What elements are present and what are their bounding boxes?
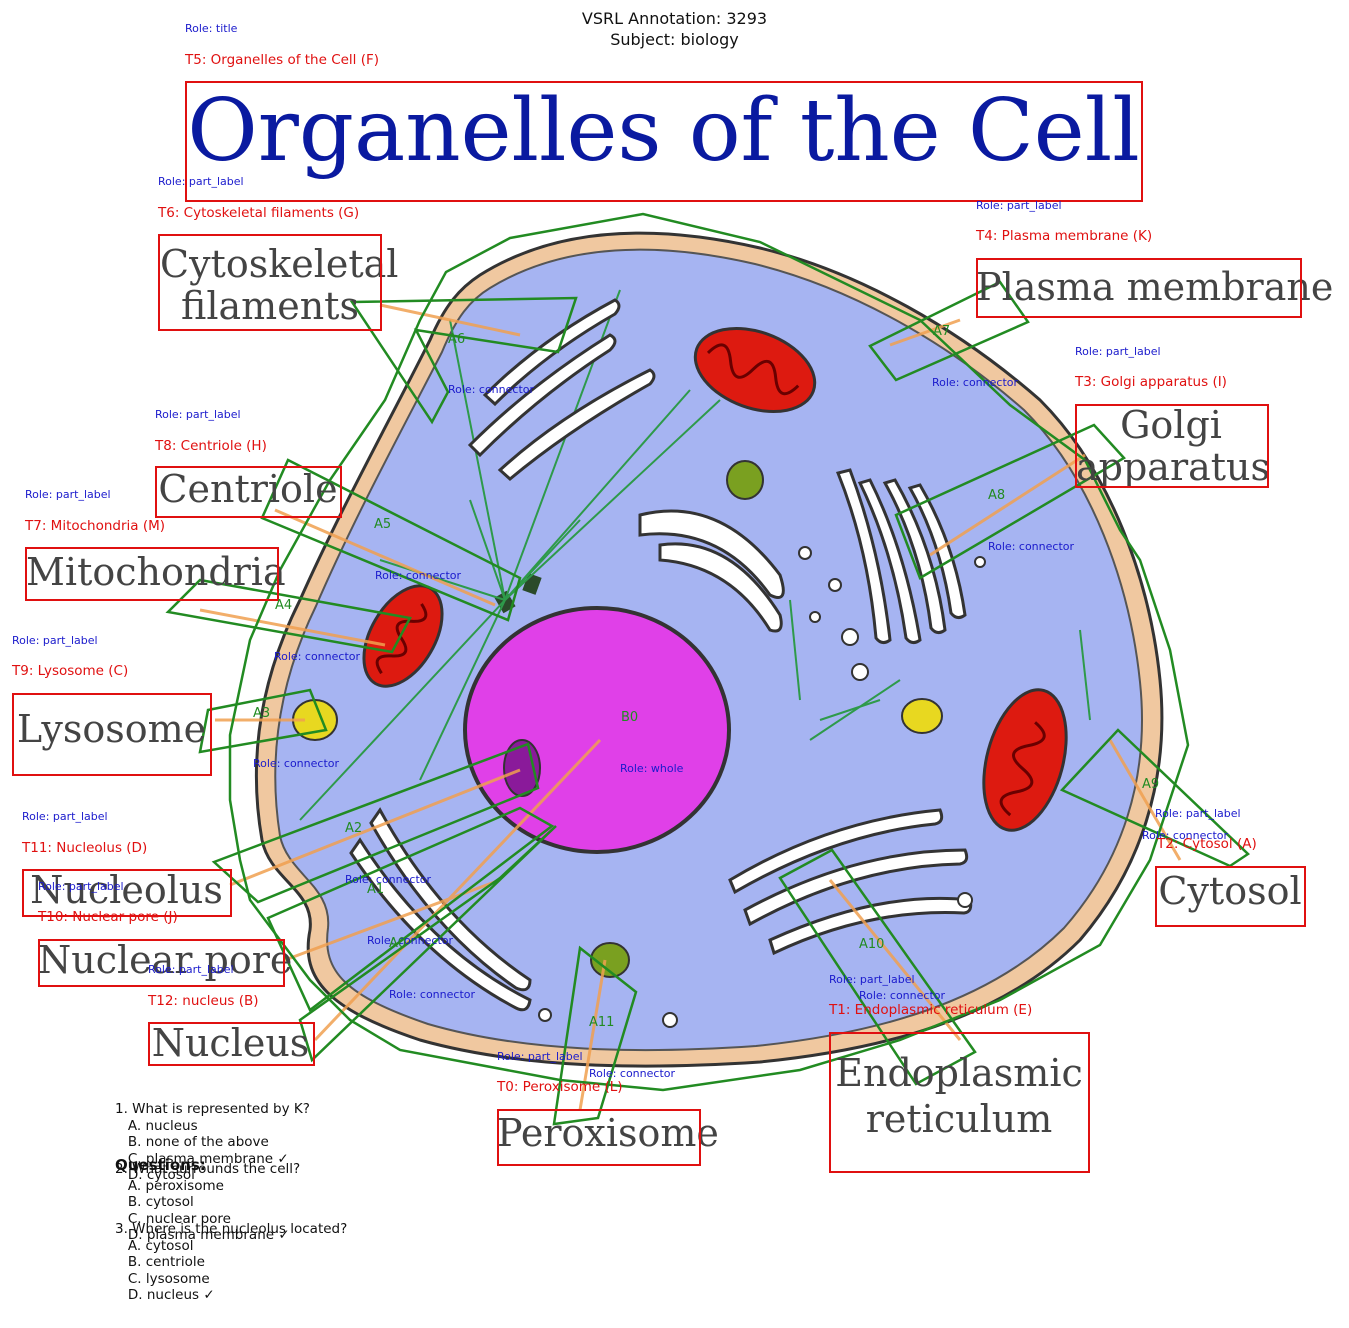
role-connector-a0: Role: connector bbox=[367, 934, 454, 947]
role-connector-a7: Role: connector bbox=[932, 376, 1019, 389]
word-mitochondria: Mitochondria bbox=[26, 550, 286, 594]
word-nuclear-pore: Nuclear pore bbox=[38, 938, 293, 982]
peroxisome-shape bbox=[590, 942, 630, 978]
label-t7: T7: Mitochondria (M) bbox=[25, 518, 166, 534]
word-centriole: Centriole bbox=[158, 467, 338, 511]
word-peroxisome: Peroxisome bbox=[497, 1111, 719, 1155]
arrow-label-a9: A9 bbox=[1142, 777, 1160, 792]
arrow-label-a6: A6 bbox=[448, 332, 466, 347]
arrow-label-a10: A10 bbox=[859, 937, 885, 952]
bbox-mitochondria bbox=[25, 547, 279, 601]
subject: Subject: biology bbox=[610, 30, 739, 49]
role-connector-a4: Role: connector bbox=[274, 650, 361, 663]
blob-label-b0: B0 bbox=[621, 710, 639, 725]
label-t10: T10: Nuclear pore (J) bbox=[38, 909, 178, 925]
label-t3: T3: Golgi apparatus (I) bbox=[1075, 374, 1227, 390]
role-part-label-t12: Role: part_label bbox=[148, 963, 234, 976]
arrow-label-a4: A4 bbox=[275, 598, 293, 613]
label-t4: T4: Plasma membrane (K) bbox=[976, 228, 1153, 244]
label-t2: T2: Cytosol (A) bbox=[1157, 836, 1257, 852]
bbox-nucleolus bbox=[22, 869, 232, 917]
role-connector-a8: Role: connector bbox=[988, 540, 1075, 553]
bbox-centriole bbox=[155, 466, 342, 518]
diagram-title-text: Organelles of the Cell bbox=[187, 81, 1140, 181]
arrow-label-a2: A2 bbox=[345, 821, 363, 836]
role-connector-a1: Role: connector bbox=[345, 873, 432, 886]
bbox-cytosol bbox=[1155, 866, 1306, 927]
arrow-label-a0: A0 bbox=[389, 936, 407, 951]
bbox-lysosome bbox=[12, 693, 212, 776]
role-part-label-t9: Role: part_label bbox=[12, 634, 98, 647]
role-part-label-t0: Role: part_label bbox=[497, 1050, 583, 1063]
bbox-golgi bbox=[1075, 404, 1269, 488]
arrow-label-a11: A11 bbox=[589, 1015, 615, 1030]
mitochondrion-top bbox=[693, 326, 817, 414]
role-part-label-t10: Role: part_label bbox=[38, 880, 124, 893]
arrow-polygons bbox=[165, 212, 1250, 1126]
bbox-plasma-membrane bbox=[976, 258, 1302, 318]
role-connector-a10: Role: connector bbox=[859, 989, 946, 1002]
word-cytoskeletal: Cytoskeletal filaments bbox=[160, 242, 399, 328]
bbox-cytoskeletal bbox=[158, 234, 382, 331]
arrow-label-a7: A7 bbox=[933, 324, 951, 339]
label-t5: T5: Organelles of the Cell (F) bbox=[185, 52, 380, 68]
role-connector-a5: Role: connector bbox=[375, 569, 462, 582]
leader-lines bbox=[199, 303, 1182, 1111]
word-cytosol: Cytosol bbox=[1158, 869, 1302, 913]
arrow-label-a5: A5 bbox=[374, 517, 392, 532]
role-title: Role: title bbox=[185, 22, 238, 35]
arrow-label-a8: A8 bbox=[988, 488, 1006, 503]
annotation-header: VSRL Annotation: 3293 Subject: biology bbox=[0, 8, 1349, 50]
role-connector-a9: Role: connector bbox=[1142, 829, 1229, 842]
cytoplasm-shape bbox=[274, 248, 1143, 1052]
arrow-label-a3: A3 bbox=[253, 706, 271, 721]
cytoskeleton-lines bbox=[299, 289, 1091, 821]
role-part-label-t6: Role: part_label bbox=[158, 175, 244, 188]
bbox-peroxisome bbox=[497, 1109, 701, 1166]
role-part-label-t2: Role: part_label bbox=[1155, 807, 1241, 820]
role-part-label-t7: Role: part_label bbox=[25, 488, 111, 501]
role-connector-a11: Role: connector bbox=[589, 1067, 676, 1080]
role-part-label-t1: Role: part_label bbox=[829, 973, 915, 986]
label-t6: T6: Cytoskeletal filaments (G) bbox=[158, 205, 360, 221]
role-part-label-t11: Role: part_label bbox=[22, 810, 108, 823]
role-connector-a6: Role: connector bbox=[448, 383, 535, 396]
label-t1: T1: Endoplasmic reticulum (E) bbox=[829, 1002, 1033, 1018]
word-golgi: Golgi apparatus bbox=[1076, 403, 1271, 489]
annotation-id: VSRL Annotation: 3293 bbox=[581, 9, 768, 28]
role-connector-a2: Role: connector bbox=[389, 988, 476, 1001]
arrow-label-a1: A1 bbox=[367, 882, 385, 897]
bbox-title bbox=[185, 81, 1143, 202]
question-3: 3. Where is the nucleolus located? A. cy… bbox=[115, 1221, 348, 1303]
role-part-label-t4: Role: part_label bbox=[976, 199, 1062, 212]
bbox-er bbox=[829, 1032, 1090, 1173]
label-t0: T0: Peroxisome (L) bbox=[497, 1079, 623, 1095]
label-t11: T11: Nucleolus (D) bbox=[22, 840, 148, 856]
word-nucleolus: Nucleolus bbox=[30, 868, 223, 912]
role-connector-a3: Role: connector bbox=[253, 757, 340, 770]
questions-heading: Questions: bbox=[115, 1156, 206, 1174]
lysosome-right-shape bbox=[901, 698, 943, 734]
role-part-label-t8: Role: part_label bbox=[155, 408, 241, 421]
peroxisome-top-shape bbox=[726, 460, 764, 500]
word-nucleus: Nucleus bbox=[151, 1021, 310, 1065]
question-1: 1. What is represented by K? A. nucleus … bbox=[115, 1101, 310, 1183]
mitochondrion-left bbox=[362, 584, 444, 688]
role-part-label-t3: Role: part_label bbox=[1075, 345, 1161, 358]
mitochondrion-right bbox=[982, 688, 1068, 832]
bbox-nuclear-pore bbox=[38, 939, 285, 987]
word-er: Endoplasmic reticulum bbox=[835, 1051, 1083, 1141]
role-whole: Role: whole bbox=[620, 762, 684, 775]
bbox-nucleus bbox=[148, 1022, 315, 1066]
word-lysosome: Lysosome bbox=[16, 707, 207, 751]
word-plasma-membrane: Plasma membrane bbox=[976, 265, 1334, 309]
label-t8: T8: Centriole (H) bbox=[155, 438, 267, 454]
label-t12: T12: nucleus (B) bbox=[148, 993, 259, 1009]
question-2: 2. What surrounds the cell? A. peroxisom… bbox=[115, 1161, 301, 1243]
label-t9: T9: Lysosome (C) bbox=[12, 663, 129, 679]
